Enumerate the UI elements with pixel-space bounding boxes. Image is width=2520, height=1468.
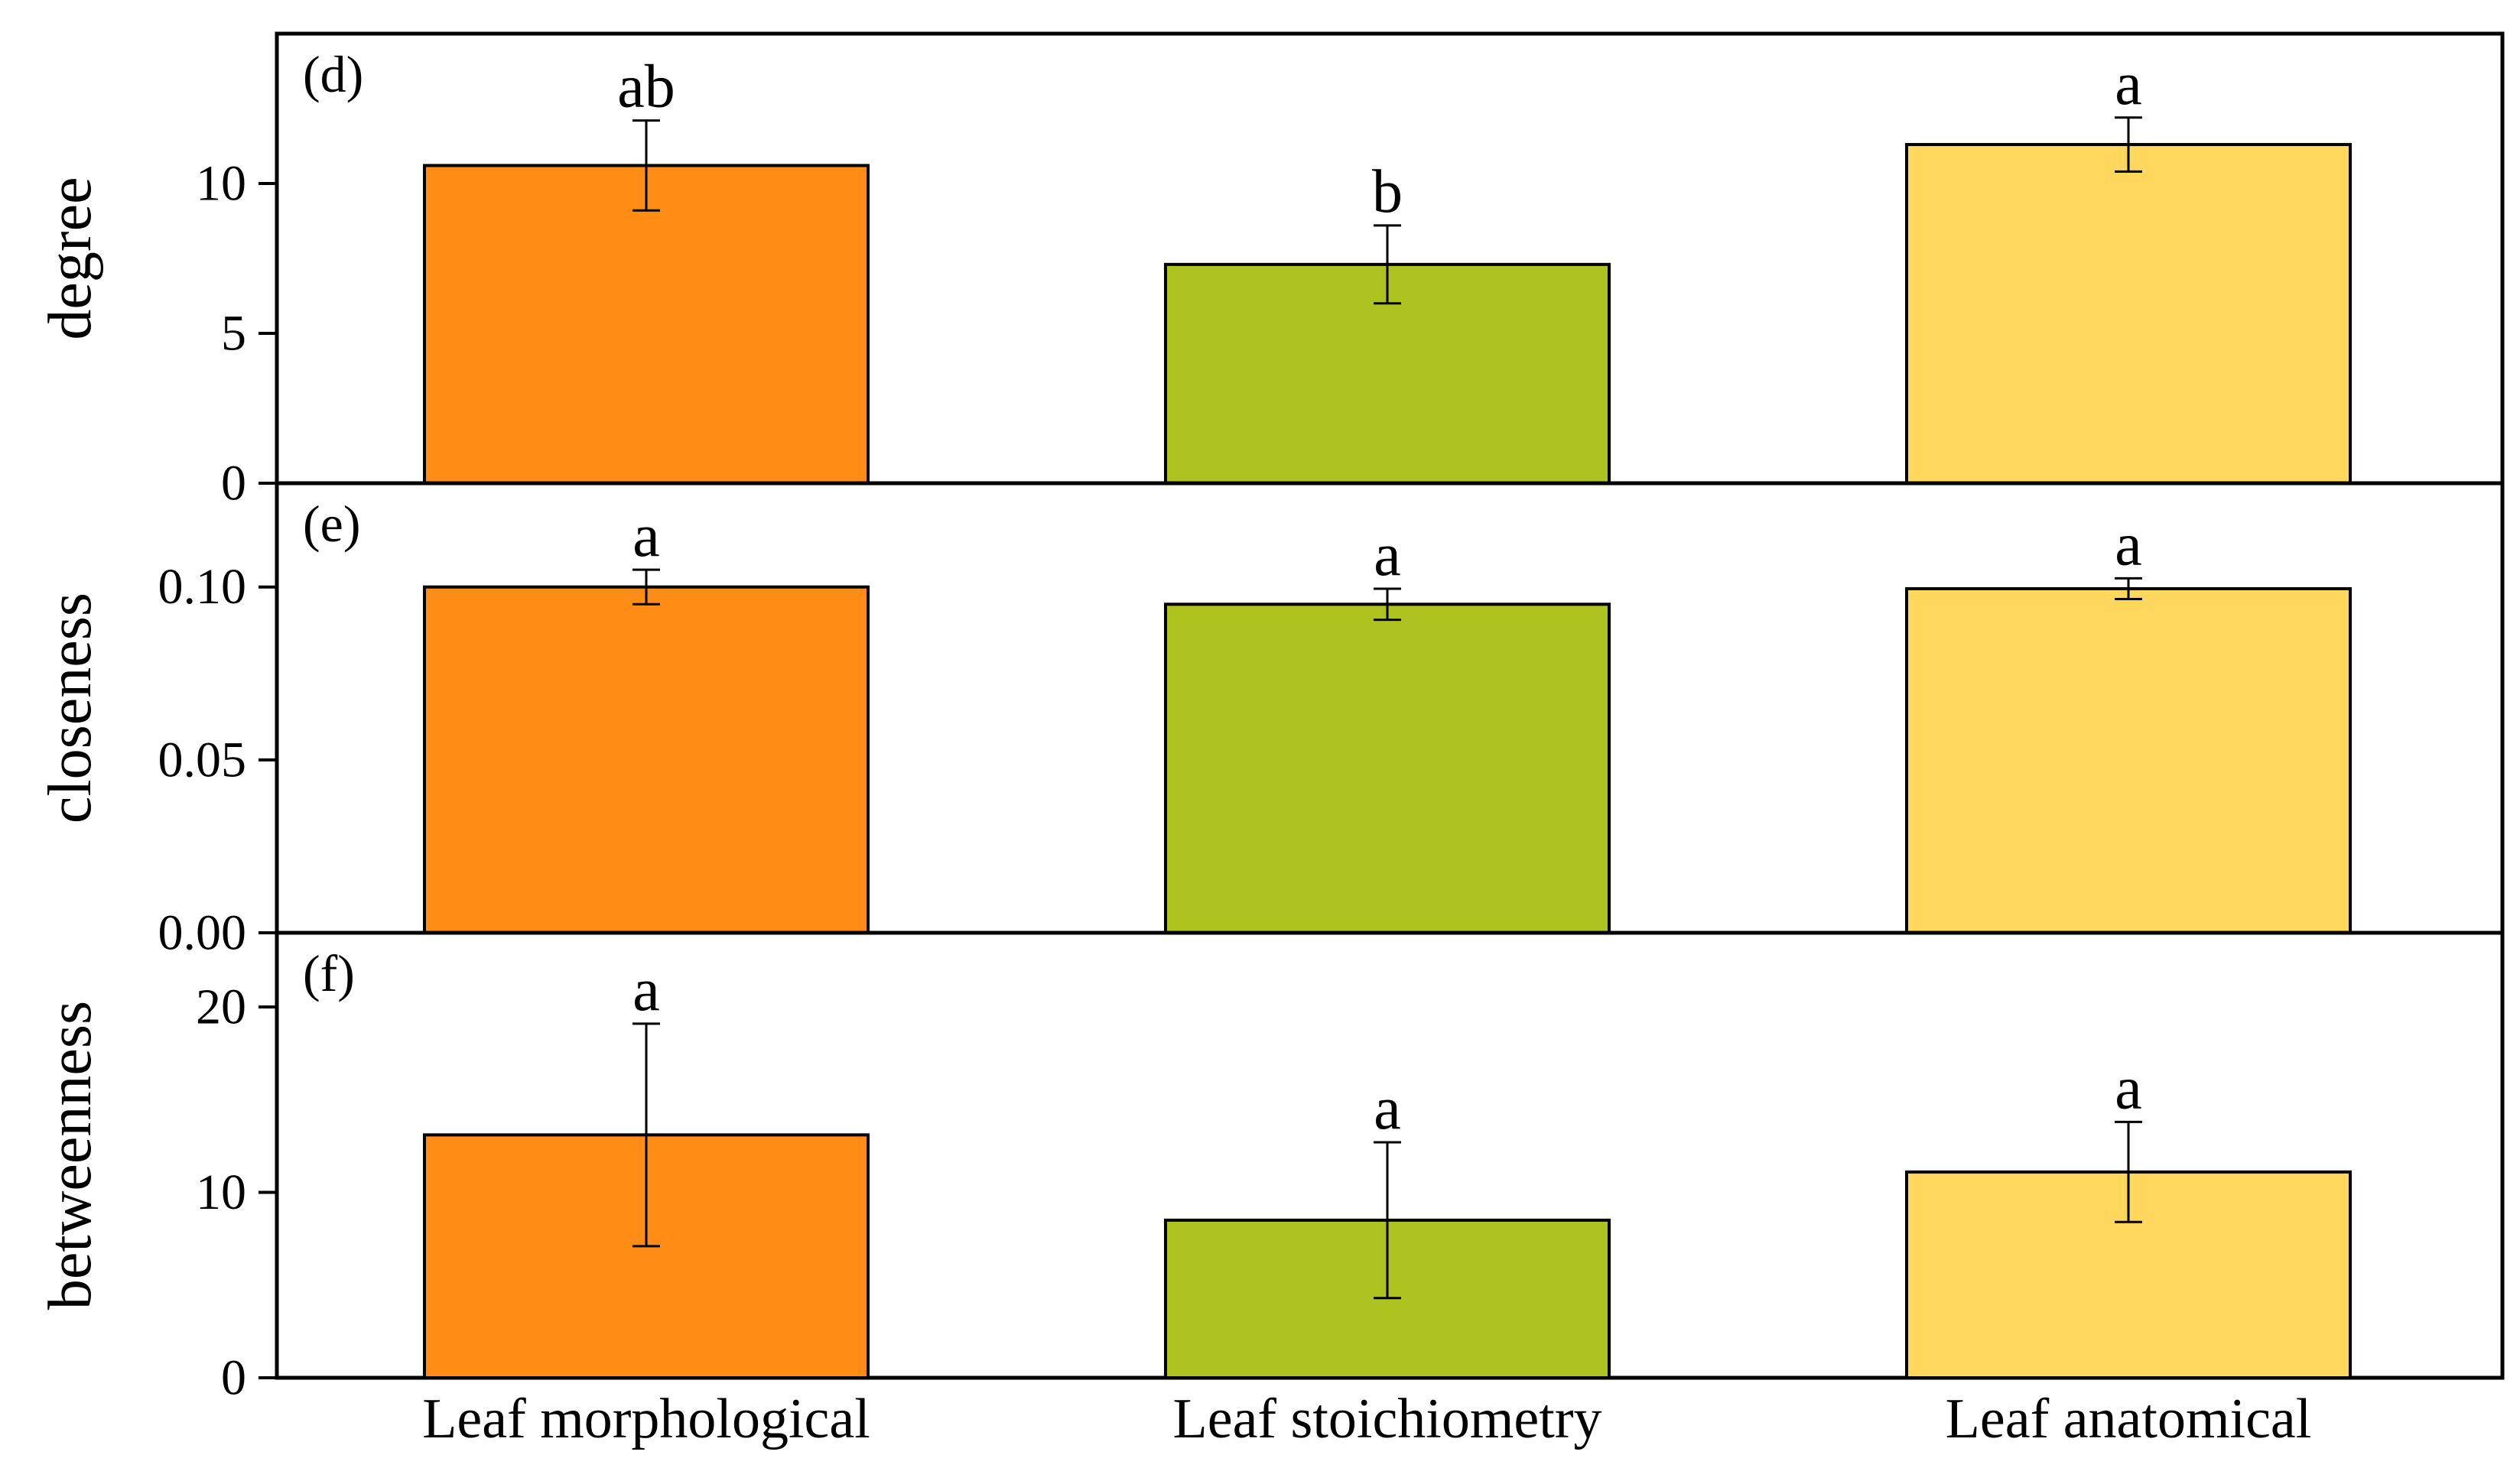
significance-letter-e-3: a xyxy=(2115,511,2142,578)
x-category-label: Leaf anatomical xyxy=(1946,1388,2312,1450)
significance-letter-e-1: a xyxy=(632,502,660,570)
significance-letter-d-2: b xyxy=(1372,158,1403,226)
significance-letter-d-3: a xyxy=(2115,50,2142,118)
y-tick-label-d: 10 xyxy=(196,156,246,212)
y-tick-label-d: 5 xyxy=(221,306,246,362)
y-axis-label-e: closeness xyxy=(37,593,104,823)
y-tick-label-e: 0.00 xyxy=(158,905,247,961)
bar-e-1 xyxy=(423,585,870,934)
bar-e-2 xyxy=(1164,602,1611,934)
panel-label-e: (e) xyxy=(303,495,360,553)
significance-letter-d-1: ab xyxy=(617,54,675,121)
significance-letter-f-3: a xyxy=(2115,1054,2142,1122)
x-category-label: Leaf stoichiometry xyxy=(1173,1388,1602,1450)
y-tick-label-f: 20 xyxy=(196,979,246,1035)
bar-d-3 xyxy=(1905,143,2352,485)
y-tick-label-f: 0 xyxy=(221,1350,246,1406)
y-tick-label-f: 10 xyxy=(196,1164,246,1220)
bar-e-3 xyxy=(1905,586,2352,934)
significance-letter-e-2: a xyxy=(1374,521,1401,589)
y-axis-label-d: degree xyxy=(37,177,104,339)
x-category-label: Leaf morphological xyxy=(422,1388,870,1450)
panel-label-d: (d) xyxy=(303,45,363,103)
significance-letter-f-1: a xyxy=(632,956,660,1024)
y-axis-label-f: betweenness xyxy=(37,1001,104,1310)
bar-d-1 xyxy=(423,164,870,485)
y-tick-label-d: 0 xyxy=(221,456,246,512)
y-tick-label-e: 0.05 xyxy=(158,732,247,788)
significance-letter-f-2: a xyxy=(1374,1075,1401,1142)
y-tick-label-e: 0.10 xyxy=(158,559,247,615)
panel-label-f: (f) xyxy=(303,944,355,1002)
